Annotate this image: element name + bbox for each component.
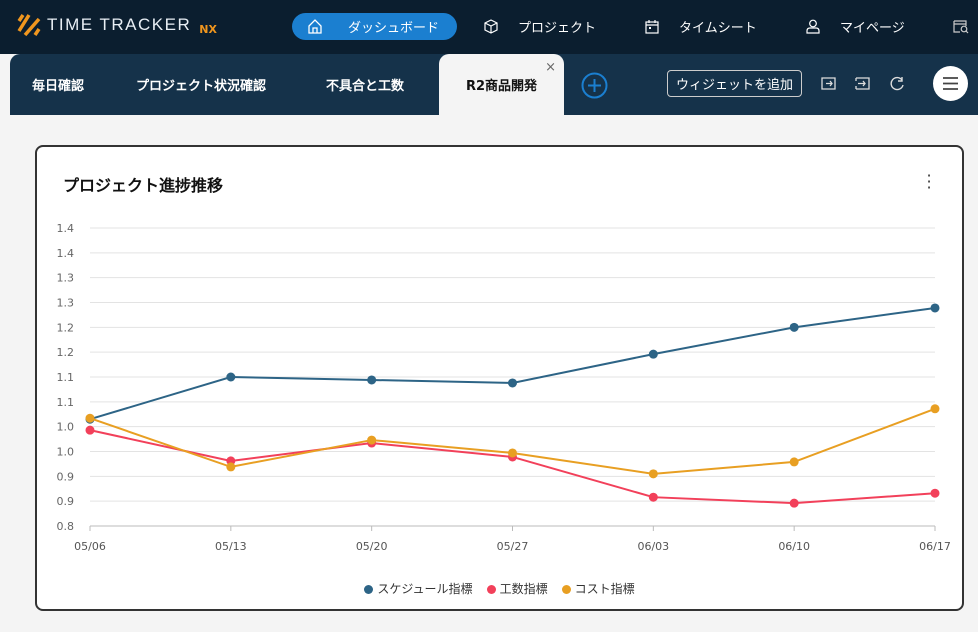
search-window-icon[interactable]: [953, 20, 969, 34]
data-point: [789, 457, 799, 467]
y-tick-label: 0.9: [57, 495, 75, 508]
x-tick-label: 06/10: [778, 540, 810, 553]
legend-dot-icon: [561, 585, 571, 594]
data-point: [930, 303, 940, 313]
menu-button[interactable]: [933, 66, 968, 101]
y-tick-label: 1.1: [57, 371, 75, 384]
project-progress-widget: プロジェクト進捗推移 · · · 0.8 0.9 0.9 1.0 1.0 1.1 1.1 1.2 1…: [35, 145, 964, 611]
legend-dot-icon: [486, 585, 496, 594]
export-icon[interactable]: [821, 77, 836, 90]
logo[interactable]: TIME TRACKER NX: [17, 13, 217, 37]
tab-daily-check[interactable]: 毎日確認: [32, 54, 84, 115]
data-point: [648, 469, 658, 479]
tab-defects-effort[interactable]: 不具合と工数: [326, 54, 404, 115]
logo-icon: [17, 14, 41, 37]
tab-label: 毎日確認: [32, 79, 85, 94]
nav-mypage[interactable]: マイページ: [806, 13, 905, 40]
x-tick-label: 05/27: [497, 540, 529, 553]
y-tick-label: 1.4: [57, 222, 75, 235]
logo-suffix: NX: [199, 22, 217, 36]
y-tick-label: 0.9: [57, 470, 75, 483]
data-point: [648, 349, 658, 359]
y-tick-label: 1.4: [57, 247, 75, 260]
legend-item[interactable]: スケジュール指標: [364, 580, 473, 597]
legend-label: コスト指標: [574, 582, 635, 596]
more-options-icon[interactable]: · · ·: [926, 166, 932, 197]
series-line: [89, 407, 936, 475]
x-tick-label: 06/17: [919, 540, 951, 553]
nav-timesheet[interactable]: タイムシート: [645, 13, 757, 40]
add-tab-icon[interactable]: [581, 72, 608, 99]
chart-legend: スケジュール指標 工数指標 コスト指標: [37, 580, 962, 597]
add-widget-label: ウィジェットを追加: [676, 78, 794, 93]
data-point: [508, 448, 517, 458]
y-tick-label: 0.8: [57, 520, 75, 533]
data-point: [226, 372, 236, 382]
logo-text: TIME TRACKER: [47, 15, 192, 34]
legend-item[interactable]: コスト指標: [561, 580, 635, 597]
nav-label: マイページ: [840, 21, 905, 36]
y-tick-label: 1.0: [57, 421, 75, 434]
data-point: [85, 425, 95, 435]
tab-label: 不具合と工数: [326, 79, 405, 94]
legend-label: 工数指標: [499, 582, 548, 596]
import-icon[interactable]: [855, 77, 870, 90]
add-widget-button[interactable]: ウィジェットを追加: [667, 70, 803, 97]
nav-label: ダッシュボード: [348, 21, 440, 36]
tab-project-status[interactable]: プロジェクト状況確認: [136, 54, 266, 115]
calendar-icon: [645, 20, 659, 34]
nav-dashboard[interactable]: ダッシュボード: [292, 13, 458, 40]
data-point: [930, 488, 940, 498]
x-tick-label: 05/13: [215, 540, 247, 553]
x-tick-label: 06/03: [637, 540, 669, 553]
hamburger-icon: [943, 77, 958, 90]
widget-title: プロジェクト進捗推移: [63, 176, 224, 195]
y-tick-label: 1.0: [57, 446, 75, 459]
legend-dot-icon: [364, 585, 374, 594]
series-line: [89, 429, 936, 505]
nav-project[interactable]: プロジェクト: [484, 13, 596, 40]
series-line: [89, 306, 936, 421]
legend-label: スケジュール指標: [377, 582, 473, 596]
y-tick-label: 1.3: [57, 297, 75, 310]
data-point: [85, 413, 95, 423]
data-point: [648, 492, 658, 502]
data-point: [367, 435, 377, 445]
x-tick-label: 05/06: [74, 540, 106, 553]
home-icon: [308, 19, 322, 34]
data-point: [789, 322, 799, 332]
nav-label: タイムシート: [679, 21, 757, 36]
y-tick-label: 1.1: [57, 396, 75, 409]
tab-label: R2商品開発: [465, 79, 538, 94]
tab-r2-product-dev[interactable]: R2商品開発 ×: [439, 54, 564, 115]
dashboard-tab-bar: 毎日確認 プロジェクト状況確認 不具合と工数 R2商品開発 ×: [10, 54, 978, 115]
top-bar: TIME TRACKER NX ダッシュボード プロジェクト タイムシート マイペ…: [0, 0, 978, 54]
y-tick-label: 1.2: [57, 321, 75, 334]
legend-item[interactable]: 工数指標: [486, 580, 548, 597]
line-chart: 0.8 0.9 0.9 1.0 1.0 1.1 1.1 1.2 1.2 1.3 1.3 1.4 1.4 0…: [57, 222, 951, 553]
data-point: [789, 498, 799, 508]
nav-label: プロジェクト: [518, 21, 597, 36]
user-icon: [806, 19, 820, 34]
data-point: [226, 462, 236, 472]
data-point: [367, 375, 377, 385]
cube-icon: [484, 19, 498, 34]
y-tick-label: 1.2: [57, 346, 75, 359]
tab-label: プロジェクト状況確認: [136, 79, 267, 94]
close-tab-icon[interactable]: ×: [545, 60, 556, 75]
data-point: [930, 404, 940, 414]
x-tick-label: 05/20: [356, 540, 388, 553]
data-point: [508, 378, 517, 388]
y-tick-label: 1.3: [57, 272, 75, 285]
refresh-icon[interactable]: [890, 76, 905, 91]
